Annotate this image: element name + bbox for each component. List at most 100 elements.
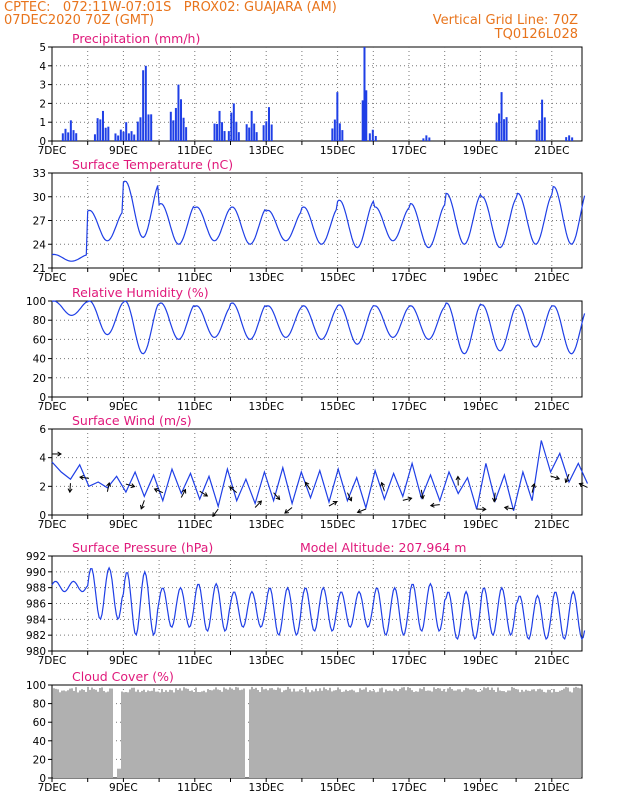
x-tick-label: 19DEC xyxy=(463,519,498,531)
cloud-bar xyxy=(165,690,167,778)
precip-bar xyxy=(363,47,366,141)
wind-arrow xyxy=(504,506,514,510)
precip-bar xyxy=(365,90,368,141)
wind-arrow-head xyxy=(57,451,62,457)
cloud-bar xyxy=(461,691,463,778)
cloud-bar xyxy=(69,688,71,778)
precip-bar xyxy=(232,103,235,141)
cloud-bar xyxy=(477,691,479,778)
wind-arrow-head xyxy=(304,481,310,487)
cloud-bar xyxy=(415,691,417,778)
panel-wind: 0 2 4 6 7DEC 9DEC 11DEC 13DEC 15DEC 17DEC 19DEC 21D… xyxy=(38,413,589,531)
precip-bar xyxy=(338,123,341,141)
cloud-bar xyxy=(365,687,367,778)
cloud-bar xyxy=(579,688,581,778)
cloud-bar xyxy=(77,692,79,778)
cloud-bar xyxy=(343,691,345,778)
panel-temperature: 21 24 27 30 33 7DEC 9DEC 11DEC 13DEC 15DEC 17DEC 19… xyxy=(33,157,586,284)
x-tick-label: 11DEC xyxy=(177,519,212,531)
wind-arrow-head xyxy=(139,504,145,510)
cloud-bar xyxy=(425,690,427,778)
wind-arrow-head xyxy=(503,505,509,511)
cloud-bar xyxy=(529,691,531,778)
cloud-bar xyxy=(169,689,171,778)
x-tick-label: 11DEC xyxy=(177,782,212,794)
precip-bar xyxy=(101,110,104,141)
precip-bar xyxy=(428,137,431,141)
y-tick-label: 2 xyxy=(39,481,46,493)
wind-arrow-head xyxy=(212,512,217,518)
y-tick-label: 3 xyxy=(39,80,46,92)
cloud-bar xyxy=(227,689,229,778)
x-tick-label: 15DEC xyxy=(320,519,355,531)
cloud-bar xyxy=(543,691,545,778)
x-tick-label: 17DEC xyxy=(391,401,426,413)
wind-speed-line xyxy=(51,440,589,511)
cloud-bar xyxy=(303,692,305,778)
cloud-bar xyxy=(111,688,113,778)
precip-bar xyxy=(213,123,216,141)
y-tick-label: 40 xyxy=(33,354,46,366)
wind-arrow-head xyxy=(229,486,234,491)
cloud-bar xyxy=(341,691,343,778)
cloud-bar xyxy=(119,768,121,778)
wind-arrow-head xyxy=(555,475,561,481)
cloud-bar xyxy=(265,688,267,778)
cloud-bar xyxy=(133,687,135,778)
panel-title: Surface Pressure (hPa) xyxy=(72,540,213,555)
cloud-bar xyxy=(101,687,103,778)
cloud-bar xyxy=(213,689,215,778)
wind-arrow xyxy=(69,483,71,493)
cloud-bar xyxy=(317,691,319,778)
cloud-bar xyxy=(179,688,181,778)
wind-arrow-head xyxy=(531,482,536,488)
cloud-bar xyxy=(355,692,357,778)
precip-bar xyxy=(99,119,102,141)
y-tick-label: 60 xyxy=(33,717,46,729)
cloud-bar xyxy=(109,688,111,778)
header-run-time: 07DEC2020 70Z (GMT) xyxy=(4,13,155,28)
wind-arrow xyxy=(79,476,90,479)
cloud-bar xyxy=(87,686,89,778)
cloud-bar xyxy=(177,689,179,778)
wind-arrow-head xyxy=(153,488,159,493)
cloud-bar xyxy=(465,687,467,778)
cloud-bar xyxy=(253,688,255,778)
cloud-bar xyxy=(509,690,511,778)
cloud-bar xyxy=(295,691,297,778)
precip-bar xyxy=(104,127,107,141)
cloud-bar xyxy=(379,688,381,778)
cloud-bar xyxy=(407,687,409,778)
y-tick-label: 33 xyxy=(33,168,46,180)
precip-bar xyxy=(130,131,133,141)
cloud-bar xyxy=(575,686,577,778)
precip-bar xyxy=(216,123,219,141)
cloud-bar xyxy=(359,688,361,778)
wind-arrow-head xyxy=(481,506,487,512)
panel-precipitation: 0 1 2 3 4 5 7DEC 9DEC 11DEC 13DEC 15DEC 17DEC 19DEC 2… xyxy=(38,31,583,157)
cloud-bar xyxy=(163,691,165,778)
cloud-bar xyxy=(63,690,65,778)
cloud-bar xyxy=(141,690,143,778)
series-line xyxy=(51,300,586,355)
cloud-bar xyxy=(495,691,497,778)
cloud-bar xyxy=(323,687,325,778)
precip-bar xyxy=(96,118,99,141)
cloud-bar xyxy=(573,687,575,778)
cloud-bar xyxy=(563,688,565,778)
precip-bar xyxy=(150,114,153,141)
cloud-bar xyxy=(499,690,501,778)
cloud-bar xyxy=(299,689,301,778)
cloud-bar xyxy=(545,692,547,778)
cloud-bar xyxy=(139,692,141,778)
cloud-bar xyxy=(255,687,257,778)
cloud-bar xyxy=(561,690,563,778)
wind-arrow-head xyxy=(429,502,435,508)
precip-bar xyxy=(571,137,574,141)
x-tick-label: 7DEC xyxy=(38,655,67,667)
x-tick-label: 15DEC xyxy=(320,145,355,157)
cloud-bar xyxy=(239,690,241,778)
y-tick-label: 4 xyxy=(39,453,46,465)
cloud-bar xyxy=(417,691,419,778)
cloud-bar xyxy=(471,689,473,778)
